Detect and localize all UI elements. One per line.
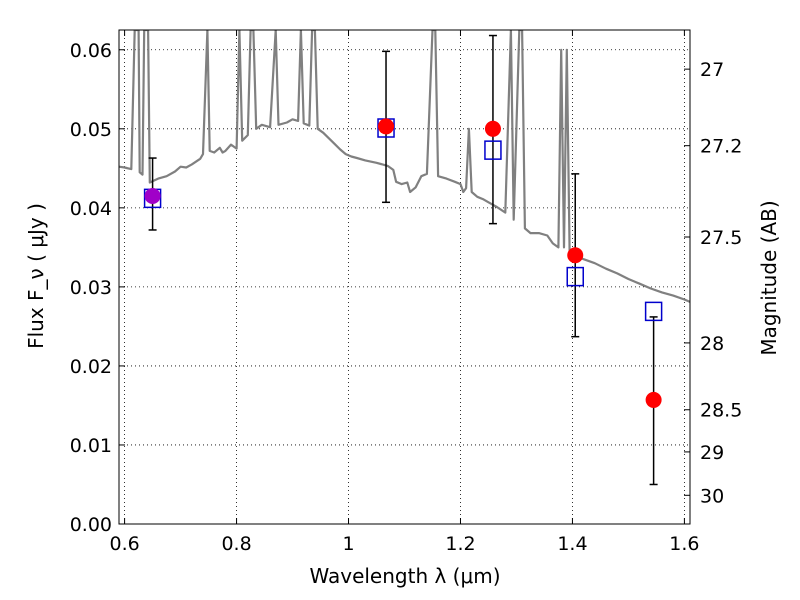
- y2-tick-label: 30: [700, 485, 724, 507]
- x-axis-ticks: 0.6 0.8 1 1.2 1.4 1.6: [109, 30, 700, 555]
- model-square-series: [143, 118, 663, 322]
- observed-circle-marker: [645, 391, 662, 408]
- x-tick-label: 1: [342, 533, 354, 555]
- observed-circle-marker: [378, 118, 395, 135]
- y-axis-ticks: 0.00 0.01 0.02 0.03 0.04 0.05 0.06: [70, 40, 125, 536]
- observed-circle-marker: [144, 187, 161, 204]
- x-axis-label: Wavelength λ (μm): [309, 564, 500, 588]
- y-axis-label: Flux F_ν ( μJy ): [24, 203, 48, 349]
- model-square-marker: [566, 266, 584, 287]
- y-tick-label: 0.06: [70, 40, 112, 62]
- y-tick-label: 0.00: [70, 514, 112, 536]
- y-tick-label: 0.01: [70, 435, 112, 457]
- spectrum-series: [119, 30, 690, 303]
- y-tick-label: 0.04: [70, 198, 112, 220]
- plot-frame: [118, 29, 691, 525]
- y2-axis-ticks: 27 27.2 27.5 28 28.5 29 30: [684, 59, 742, 507]
- observed-circle-marker: [567, 247, 584, 264]
- x-tick-label: 1.6: [669, 533, 699, 555]
- model-square-marker: [484, 140, 502, 160]
- y-tick-label: 0.02: [70, 356, 112, 378]
- model-square-marker: [644, 301, 663, 322]
- y-tick-label: 0.05: [70, 119, 112, 141]
- y2-tick-label: 29: [700, 442, 724, 464]
- y2-tick-label: 27.5: [700, 227, 742, 249]
- observed-circle-marker: [484, 120, 501, 137]
- y2-tick-label: 28: [700, 333, 724, 355]
- x-tick-label: 0.6: [109, 533, 139, 555]
- spectrum-line: [119, 30, 690, 303]
- x-tick-label: 1.2: [445, 533, 475, 555]
- y2-tick-label: 27: [700, 59, 724, 81]
- y-tick-label: 0.03: [70, 277, 112, 299]
- y2-axis-label: Magnitude (AB): [757, 200, 781, 355]
- y2-tick-label: 28.5: [700, 400, 742, 422]
- observed-circle-series: [144, 118, 662, 408]
- y2-tick-label: 27.2: [700, 136, 742, 158]
- x-tick-label: 1.4: [557, 533, 587, 555]
- x-tick-label: 0.8: [221, 533, 251, 555]
